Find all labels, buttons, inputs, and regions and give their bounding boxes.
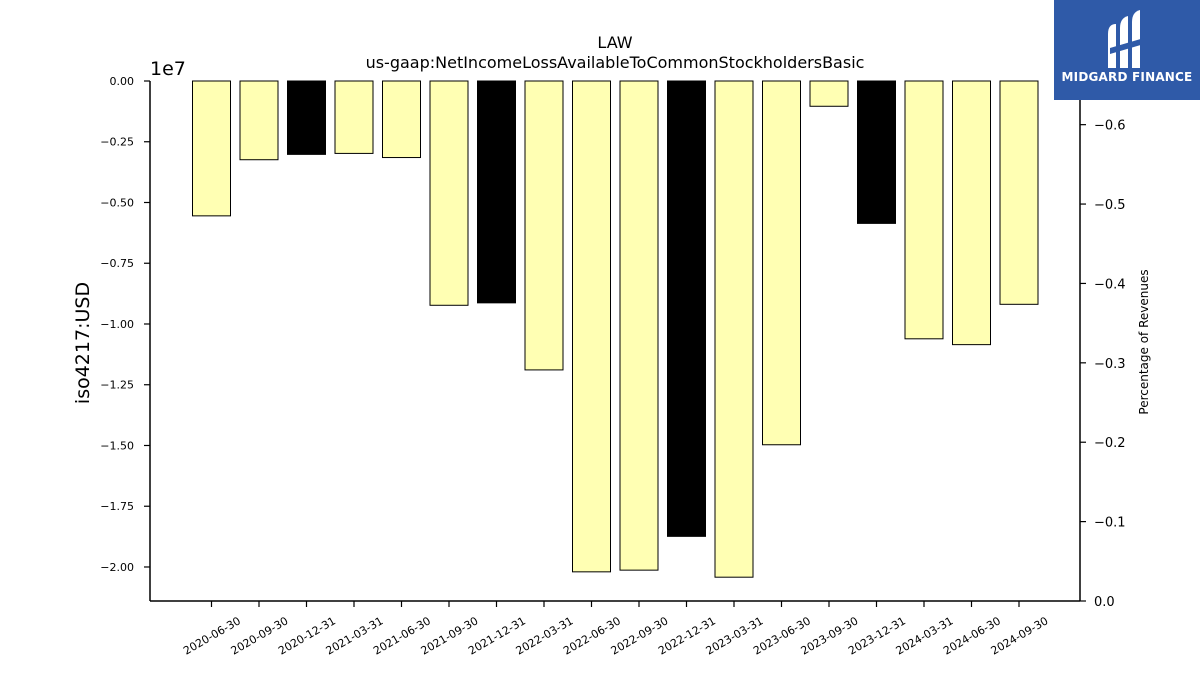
- y-tick-label: −1.25: [100, 379, 134, 392]
- y2-tick-label: 0.0: [1094, 595, 1115, 610]
- y2-tick-label: −0.6: [1094, 119, 1126, 134]
- y-tick-label: −2.00: [100, 561, 134, 574]
- y2-axis-label: Percentage of Revenues: [1137, 269, 1151, 414]
- bar-2023-09-30: [809, 80, 849, 107]
- bar-2022-09-30: [619, 80, 659, 571]
- bar-2023-06-30: [762, 80, 801, 446]
- y-ticks-group: 0.00 −0.25 −0.50 −0.75 −1.00 −1.25 −1.50 −1.75 −…: [100, 75, 150, 574]
- y2-tick-label: −0.2: [1094, 436, 1126, 451]
- chart-title: LAW: [597, 33, 632, 52]
- brand-logo: MIDGARD FINANCE: [1054, 0, 1200, 100]
- y2-tick-label: −0.4: [1094, 277, 1126, 292]
- bar-2023-12-31: [857, 80, 896, 224]
- y-offset-label: 1e7: [150, 58, 186, 80]
- bar-2024-03-31: [904, 80, 944, 340]
- bar-2024-06-30: [952, 80, 991, 346]
- y2-tick-label: −0.5: [1094, 198, 1126, 213]
- bar-2022-03-31: [524, 80, 564, 371]
- bar-2021-03-31: [334, 80, 374, 154]
- axes-group: [149, 81, 1081, 602]
- y-tick-label: −0.75: [100, 257, 134, 270]
- bar-2021-06-30: [382, 80, 421, 159]
- y-tick-label: −0.50: [100, 196, 134, 209]
- y-tick-label: −1.75: [100, 500, 134, 513]
- bar-2021-12-31: [477, 80, 516, 304]
- y2-tick-label: −0.3: [1094, 357, 1126, 372]
- bar-2020-09-30: [239, 80, 279, 161]
- midgard-logo-icon: [1108, 10, 1144, 68]
- bar-2024-09-30: [999, 80, 1039, 305]
- y-axis-label: iso4217:USD: [72, 282, 94, 404]
- x-ticks-group: 2020-06-302020-09-302020-12-312021-03-31…: [181, 601, 1051, 658]
- y-tick-label: −0.25: [100, 136, 134, 149]
- chart-subtitle: us-gaap:NetIncomeLossAvailableToCommonSt…: [366, 53, 865, 72]
- y2-tick-label: −0.1: [1094, 516, 1126, 531]
- y2-ticks-group: 0.0 −0.1 −0.2 −0.3 −0.4 −0.5 −0.6: [1080, 119, 1126, 610]
- bar-2022-12-31: [667, 80, 706, 537]
- bar-2020-12-31: [287, 80, 326, 155]
- y-tick-label: −1.00: [100, 318, 134, 331]
- brand-name: MIDGARD FINANCE: [1061, 70, 1193, 84]
- bar-2021-09-30: [429, 80, 469, 306]
- y-tick-label: −1.50: [100, 439, 134, 452]
- bar-2022-06-30: [572, 80, 611, 573]
- bar-2020-06-30: [192, 80, 231, 217]
- y-tick-label: 0.00: [110, 75, 135, 88]
- bar-2023-03-31: [714, 80, 754, 578]
- bars-group: [192, 80, 1039, 578]
